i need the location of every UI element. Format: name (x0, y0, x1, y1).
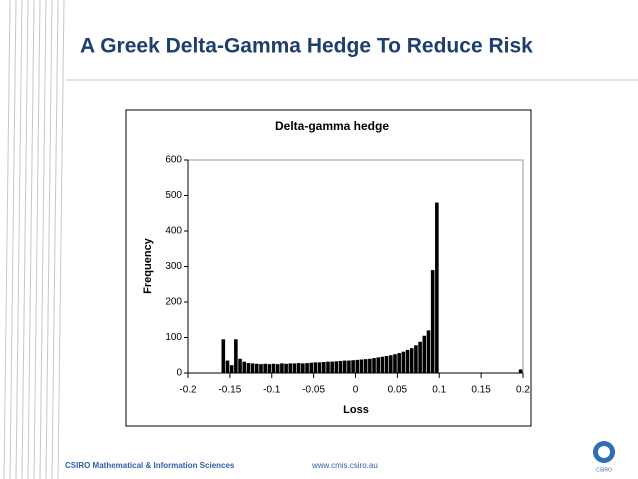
bar (363, 359, 368, 373)
x-tick-label: 0.15 (471, 385, 491, 396)
bar (342, 360, 347, 373)
footer-left: CSIRO Mathematical & Information Science… (65, 461, 235, 470)
bar (518, 369, 523, 373)
bar (246, 363, 251, 373)
bar (409, 348, 414, 373)
bar (426, 330, 431, 373)
bar (338, 360, 343, 373)
bar (242, 361, 247, 373)
chart-frame (125, 109, 532, 427)
logo-text: CSIRO (596, 467, 612, 473)
bar (351, 360, 355, 373)
bar (275, 364, 280, 373)
x-tick-label: 0.1 (432, 385, 446, 396)
bar (255, 363, 259, 373)
bar (355, 359, 360, 373)
x-tick-label: -0.2 (179, 385, 197, 396)
bar (389, 355, 393, 373)
x-tick-label: -0.05 (302, 385, 325, 396)
chart-title: Delta-gamma hedge (275, 119, 389, 133)
bar (405, 349, 410, 373)
bar (393, 354, 397, 373)
y-tick-label: 0 (176, 368, 182, 379)
bar (376, 357, 381, 373)
bar (292, 363, 297, 373)
y-tick-label: 500 (165, 190, 182, 201)
bar (422, 335, 427, 373)
bar (435, 202, 439, 373)
slide-title: A Greek Delta-Gamma Hedge To Reduce Risk (80, 35, 533, 58)
bar (313, 362, 318, 373)
bar (309, 362, 314, 373)
bar (238, 358, 242, 373)
bar (330, 361, 334, 373)
x-tick-label: -0.15 (218, 385, 241, 396)
bar (259, 364, 263, 373)
bar (414, 345, 418, 373)
bar (267, 364, 272, 373)
bar (263, 363, 267, 373)
bar (229, 365, 234, 373)
bar (284, 363, 288, 373)
bar (326, 361, 330, 373)
bar (347, 360, 351, 373)
bar (384, 355, 389, 373)
decor-lines (3, 0, 638, 479)
bar (372, 358, 376, 373)
bar (250, 363, 255, 373)
bar (288, 363, 293, 373)
bar (305, 363, 309, 373)
bar (430, 270, 435, 373)
bar (418, 341, 422, 373)
y-tick-label: 200 (165, 297, 182, 308)
bar (359, 359, 364, 373)
bar (225, 360, 230, 373)
x-axis-label: Loss (343, 404, 369, 416)
plot: 0 100 200 300 400 500 600 -0.2 -0.15 -0.1 -0.05 0 0.… (165, 155, 530, 396)
x-tick-label: 0 (353, 385, 359, 396)
x-tick-label: -0.1 (263, 385, 281, 396)
footer-center: www.cmis.csiro.au (311, 461, 378, 470)
bar (234, 339, 238, 373)
bar (280, 363, 284, 373)
y-tick-label: 300 (165, 261, 182, 272)
bar (221, 339, 226, 373)
bar (397, 353, 401, 373)
bar (380, 356, 385, 373)
bar (368, 358, 372, 373)
bar (301, 363, 305, 373)
bar (334, 361, 339, 373)
logo: CSIRO (593, 441, 615, 473)
y-tick-label: 400 (165, 226, 182, 237)
y-tick-label: 600 (165, 155, 182, 166)
y-axis-label: Frequency (142, 237, 154, 294)
bar (271, 363, 276, 373)
y-tick-label: 100 (165, 332, 182, 343)
x-tick-label: 0.05 (388, 385, 408, 396)
x-tick-label: 0.2 (516, 385, 530, 396)
bar (322, 361, 326, 373)
bar (317, 362, 322, 373)
bar (296, 363, 301, 373)
bar (401, 351, 406, 373)
